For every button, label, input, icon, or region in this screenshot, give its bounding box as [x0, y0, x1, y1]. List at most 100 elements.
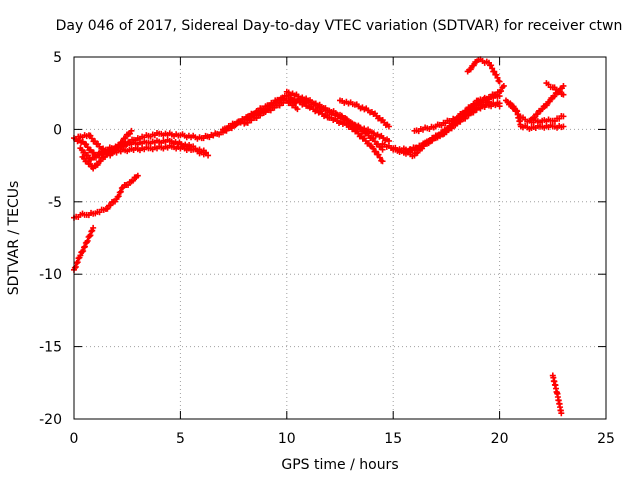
data-point — [94, 161, 101, 168]
data-point — [511, 105, 518, 112]
x-tick-label: 10 — [278, 431, 296, 447]
series-pass-r — [528, 82, 567, 123]
data-point — [97, 158, 104, 165]
data-point — [109, 149, 116, 156]
plot-frame — [73, 56, 607, 420]
series-pass-m — [400, 98, 503, 156]
y-axis-label: SDTVAR / TECUs — [6, 181, 22, 296]
data-point — [102, 153, 109, 160]
data-point — [455, 114, 462, 121]
data-point — [134, 172, 141, 179]
data-point — [122, 135, 129, 142]
series-pass-e — [71, 172, 141, 221]
data-point — [74, 259, 81, 266]
data-point — [531, 114, 538, 121]
y-tick-label: -10 — [39, 267, 62, 283]
data-point — [494, 74, 501, 81]
data-point — [81, 243, 88, 250]
data-point — [489, 65, 496, 72]
data-point — [560, 113, 567, 120]
data-point — [488, 62, 495, 69]
data-point — [379, 146, 386, 153]
series-pass-f — [71, 224, 97, 273]
data-point — [385, 123, 392, 130]
data-point — [372, 148, 379, 155]
data-point — [560, 91, 567, 98]
data-point — [453, 119, 460, 126]
data-point — [436, 132, 443, 139]
data-points — [71, 56, 567, 417]
data-point — [472, 100, 479, 107]
series-pass-q — [507, 100, 567, 126]
data-point — [376, 154, 383, 161]
data-point — [515, 111, 522, 118]
data-point — [128, 127, 135, 134]
x-tick-label: 0 — [70, 431, 79, 447]
data-point — [467, 66, 474, 73]
x-tick-label: 5 — [176, 431, 185, 447]
data-point — [543, 102, 550, 109]
data-point — [496, 78, 503, 85]
data-point — [130, 177, 137, 184]
grid — [74, 57, 606, 419]
data-point — [77, 252, 84, 259]
data-point — [88, 228, 95, 235]
data-point — [491, 68, 498, 75]
data-point — [558, 410, 565, 417]
y-tick-label: -5 — [48, 195, 62, 211]
data-point — [460, 110, 467, 117]
data-point — [87, 232, 94, 239]
data-point — [294, 106, 301, 113]
data-point — [375, 151, 382, 158]
data-point — [470, 62, 477, 69]
data-point — [493, 71, 500, 78]
chart-title: Day 046 of 2017, Sidereal Day-to-day VTE… — [56, 18, 623, 34]
data-point — [463, 107, 470, 114]
data-point — [546, 98, 553, 105]
data-point — [508, 102, 515, 109]
series-pass-i — [283, 88, 392, 144]
data-point — [90, 224, 97, 231]
series-pass-t — [549, 372, 565, 417]
series-pass-o — [464, 56, 503, 85]
axis-ticks: 0 5 10 15 20 25 -20 -15 -10 -5 0 5 — [39, 50, 615, 447]
data-point — [498, 88, 505, 95]
data-point — [500, 82, 507, 89]
x-axis-label: GPS time / hours — [281, 457, 398, 473]
data-point — [86, 233, 93, 240]
data-point — [468, 103, 475, 110]
data-point — [534, 111, 541, 118]
data-point — [205, 152, 212, 159]
data-point — [107, 202, 114, 209]
data-point — [449, 122, 456, 129]
data-point — [80, 247, 87, 254]
data-point — [513, 108, 520, 115]
y-tick-label: 0 — [53, 122, 62, 138]
x-tick-label: 25 — [597, 431, 615, 447]
data-point — [104, 205, 111, 212]
data-point — [439, 129, 446, 136]
series-pass-n — [411, 92, 503, 135]
data-point — [445, 125, 452, 132]
data-point — [71, 264, 78, 271]
data-point — [370, 145, 377, 152]
data-point — [496, 93, 503, 100]
data-point — [84, 237, 91, 244]
data-point — [113, 145, 120, 152]
data-point — [73, 260, 80, 267]
series-pass-g — [219, 94, 301, 133]
data-point — [560, 82, 567, 89]
y-tick-label: -15 — [39, 340, 62, 356]
x-tick-label: 20 — [491, 431, 509, 447]
data-point — [117, 188, 124, 195]
y-tick-label: 5 — [53, 50, 62, 66]
series-pass-j — [337, 97, 392, 130]
data-point — [430, 135, 437, 142]
series-pass-s — [543, 80, 567, 98]
x-tick-label: 15 — [384, 431, 402, 447]
data-point — [560, 123, 567, 130]
data-point — [379, 158, 386, 165]
data-point — [551, 93, 558, 100]
data-point — [115, 193, 122, 200]
